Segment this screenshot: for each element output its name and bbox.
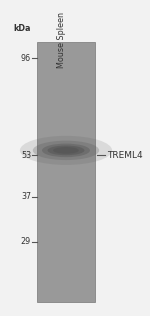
Bar	[37, 42, 95, 302]
Ellipse shape	[20, 136, 112, 165]
Ellipse shape	[48, 146, 84, 155]
Text: 37: 37	[21, 192, 31, 202]
Text: Mouse Spleen: Mouse Spleen	[57, 12, 66, 68]
Ellipse shape	[53, 147, 79, 154]
Ellipse shape	[33, 141, 99, 160]
Text: kDa: kDa	[14, 24, 31, 33]
Text: 29: 29	[21, 237, 31, 246]
Text: TREML4: TREML4	[107, 151, 142, 160]
Text: 53: 53	[21, 151, 31, 160]
Text: 96: 96	[21, 54, 31, 63]
Ellipse shape	[42, 143, 90, 157]
